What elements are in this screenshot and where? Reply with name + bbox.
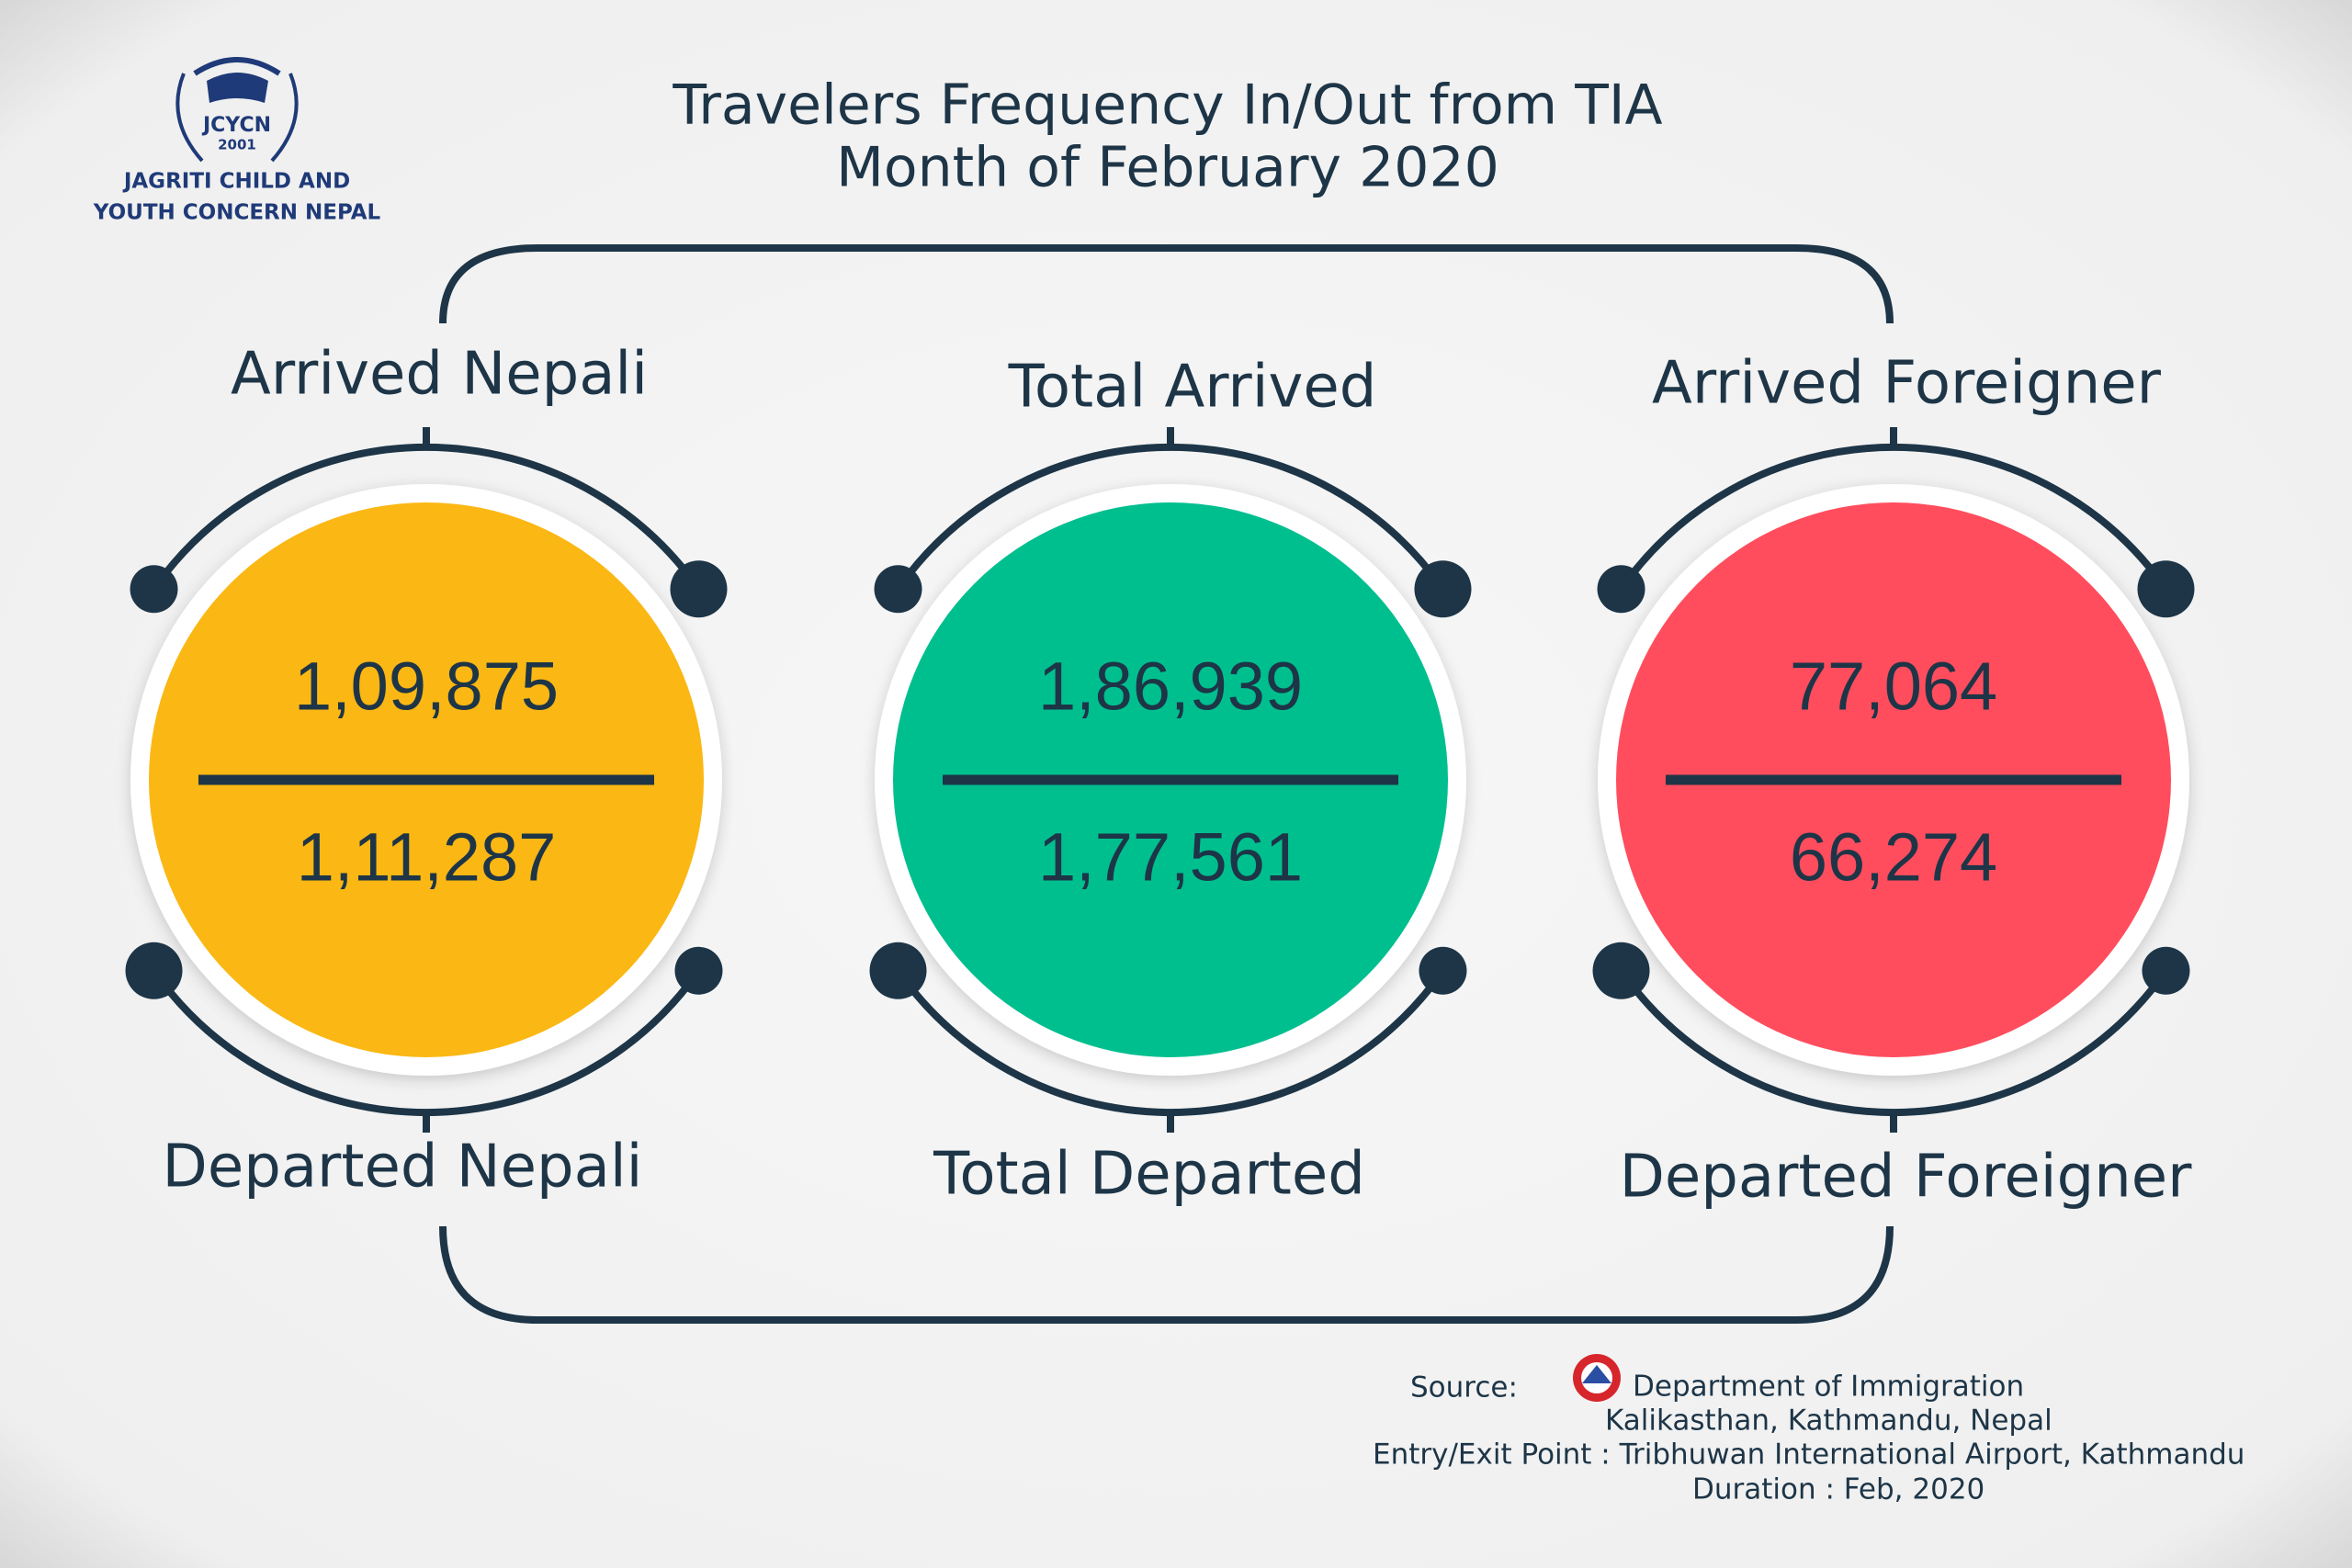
source-line: Duration : Feb, 2020 [1692,1473,1984,1506]
logo [175,57,299,163]
logo-year: 2001 [218,137,256,153]
dot [1419,946,1467,995]
source-line: Entry/Exit Point : Tribhuwan Internation… [1373,1438,2245,1472]
panels: 1,09,875 1,11,287 Arrived Nepali Departed N… [125,341,2195,1212]
departed-value: 66,274 [1790,819,1997,896]
departed-value: 1,77,561 [1038,819,1303,896]
dot [869,942,927,999]
bottom-label: Departed Nepali [163,1134,643,1201]
dot [1597,565,1645,614]
source-line: Kalikasthan, Kathmandu, Nepal [1605,1404,2052,1438]
logo-name: JAGRITI CHILD AND [122,170,350,194]
logo-name: YOUTH CONCERN NEPAL [93,201,381,225]
dot [2137,560,2195,618]
departed-value: 1,11,287 [297,819,557,896]
arrived-value: 1,09,875 [294,649,559,725]
arrived-value: 1,86,939 [1038,649,1303,725]
emblem [1573,1354,1621,1402]
source-line: Department of Immigration [1633,1371,2024,1404]
title: Travelers Frequency In/Out from TIA [672,73,1662,138]
dot [674,946,723,995]
top-label: Arrived Nepali [231,341,648,409]
bottom-label: Total Departed [933,1141,1365,1209]
dot [874,565,922,614]
source-label: Source: [1410,1371,1518,1404]
connector [439,1225,1894,1324]
top-label: Arrived Foreigner [1652,350,2162,418]
dot [1592,942,1650,999]
subtitle: Month of February 2020 [836,136,1499,200]
dot [2142,946,2190,995]
dot [1414,560,1472,618]
dot [670,560,728,618]
logo-abbr: JCYCN [201,114,271,137]
dot [130,565,178,614]
arrived-value: 77,064 [1790,649,1997,725]
dot [125,942,183,999]
bottom-label: Departed Foreigner [1620,1144,2193,1212]
top-label: Total Arrived [1008,354,1377,422]
connector [439,244,1894,324]
